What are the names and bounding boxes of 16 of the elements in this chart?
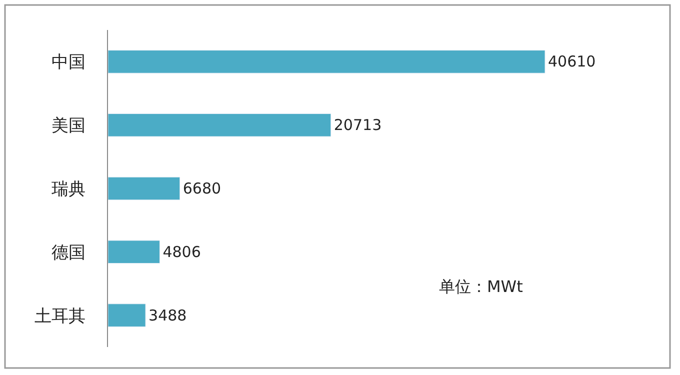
- bar: [108, 50, 546, 74]
- data-label: 4806: [162, 242, 201, 261]
- bar: [108, 176, 180, 200]
- annotation: 单位：MWt: [439, 277, 523, 296]
- bar: [108, 240, 160, 264]
- bar: [108, 304, 146, 327]
- bar: [108, 113, 332, 137]
- y-tick-label: 瑞典: [52, 179, 86, 200]
- y-tick-label: 德国: [52, 242, 86, 263]
- data-label: 40610: [548, 52, 596, 71]
- data-label: 20713: [334, 116, 382, 134]
- y-tick-label: 中国: [52, 52, 86, 73]
- data-label: 6680: [182, 180, 222, 198]
- data-label: 3488: [148, 306, 187, 324]
- y-tick-label: 土耳其: [34, 306, 86, 326]
- y-tick-label: 美国: [52, 116, 86, 136]
